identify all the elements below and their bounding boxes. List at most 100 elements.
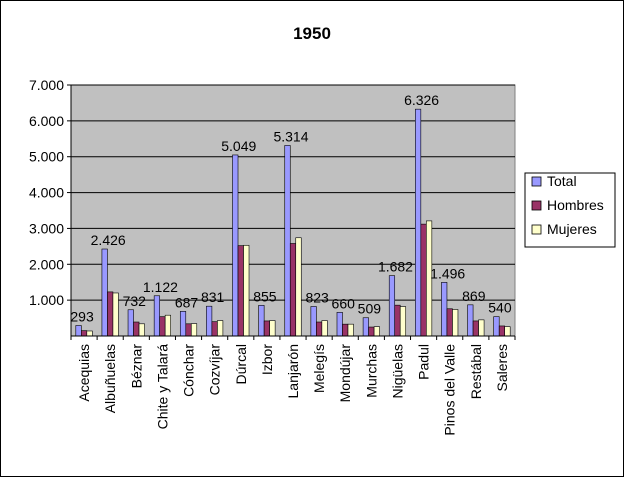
x-tick-label: Nigüelas [389, 344, 405, 398]
data-label-total: 732 [123, 293, 147, 309]
bar-hombres [107, 291, 114, 337]
x-tick-label: Cozvíjar [207, 344, 223, 396]
bar-hombres [472, 320, 479, 337]
bar-hombres [211, 321, 218, 337]
bar-total [388, 275, 396, 337]
data-label-total: 831 [201, 289, 225, 305]
bar-total [310, 306, 317, 337]
bar-mujeres [373, 326, 380, 337]
y-tick-label: 4.000 [29, 185, 64, 201]
data-label-total: 869 [462, 288, 486, 304]
chart-title: 1950 [293, 24, 331, 43]
bar-hombres [420, 223, 427, 337]
data-label-total: 5.049 [221, 138, 256, 154]
y-tick-labels: 7.000 6.000 5.000 4.000 3.000 2.000 1.000 [29, 77, 71, 308]
bar-mujeres [217, 320, 224, 337]
data-label-total: 6.326 [404, 92, 439, 108]
legend-label: Mujeres [547, 221, 597, 237]
y-tick-label: 2.000 [29, 256, 64, 272]
x-tick-label: Pinos del Valle [442, 344, 458, 436]
x-tick-label: Acequias [76, 344, 92, 402]
data-label-total: 823 [305, 289, 329, 305]
legend-swatch [531, 224, 542, 235]
data-label-total: 509 [358, 301, 382, 317]
bar-mujeres [478, 319, 485, 337]
data-label-total: 293 [70, 308, 94, 324]
bar-total [336, 312, 343, 337]
bar-hombres [394, 304, 401, 337]
bar-total [258, 305, 265, 337]
bar-total [75, 325, 82, 337]
x-tick-label: Cónchar [181, 344, 197, 397]
bar-total [441, 282, 448, 337]
bar-mujeres [269, 320, 276, 337]
bar-total [415, 108, 422, 337]
bar-hombres [263, 320, 270, 337]
bar-hombres [289, 243, 297, 337]
bar-mujeres [112, 292, 119, 337]
bar-hombres [81, 330, 88, 337]
data-label-total: 1.496 [430, 265, 465, 281]
bar-mujeres [243, 244, 250, 337]
data-label-total: 1.122 [143, 279, 178, 295]
data-label-total: 1.682 [378, 259, 413, 275]
data-label-total: 687 [175, 294, 199, 310]
legend-label: Hombres [547, 197, 604, 213]
bar-mujeres [399, 306, 407, 337]
bar-hombres [159, 316, 166, 337]
bar-mujeres [190, 323, 198, 337]
bar-mujeres [164, 314, 171, 337]
bar-mujeres [321, 320, 328, 337]
data-label-total: 2.426 [91, 232, 126, 248]
bar-hombres [498, 325, 505, 337]
bar-mujeres [295, 237, 302, 337]
legend-label: Total [547, 173, 577, 189]
x-tick-label: Restábal [468, 344, 484, 399]
bar-total [467, 304, 474, 337]
y-tick-label: 6.000 [29, 113, 64, 129]
y-tick-label: 1.000 [29, 292, 64, 308]
bar-hombres [185, 323, 192, 337]
bar-hombres [368, 326, 375, 337]
bar-mujeres [138, 323, 145, 337]
bar-mujeres [347, 323, 354, 337]
legend: Total Hombres Mujeres [524, 172, 616, 248]
x-tick-label: Izbor [259, 344, 275, 375]
data-label-total: 660 [332, 295, 356, 311]
x-tick-label: Albuñuelas [102, 344, 118, 413]
x-tick-label: Dúrcal [233, 344, 249, 384]
bar-mujeres [504, 326, 511, 337]
x-tick-labels: Acequias Albuñuelas Béznar Chite y Talará Có… [70, 336, 516, 436]
bar-total [127, 309, 134, 337]
x-tick-label: Saleres [494, 344, 510, 391]
legend-swatch [531, 200, 542, 211]
x-tick-label: Murchas [363, 344, 379, 398]
x-tick-label: Béznar [128, 344, 144, 389]
y-tick-label: 5.000 [29, 149, 64, 165]
x-tick-label: Mondújar [337, 344, 353, 403]
bar-total [153, 295, 160, 337]
bar-total [362, 317, 369, 337]
y-tick-label: 7.000 [29, 77, 64, 93]
bar-mujeres [86, 330, 93, 337]
bar-hombres [133, 321, 140, 337]
bar-mujeres [452, 309, 459, 337]
x-tick-label: Padul [416, 344, 432, 380]
data-label-total: 855 [253, 288, 277, 304]
bar-total [179, 311, 187, 337]
bar-hombres [342, 323, 349, 337]
bar-total [101, 248, 108, 337]
bar-hombres [237, 245, 244, 337]
bar-total [284, 145, 291, 337]
data-label-total: 540 [488, 300, 512, 316]
y-tick-label: 3.000 [29, 220, 64, 236]
x-tick-label: Chite y Talará [154, 344, 170, 430]
x-tick-label: Lanjarón [285, 344, 301, 399]
legend-swatch [531, 176, 542, 187]
bar-total [493, 316, 500, 337]
data-label-total: 5.314 [273, 128, 308, 144]
bar-hombres [316, 321, 323, 337]
